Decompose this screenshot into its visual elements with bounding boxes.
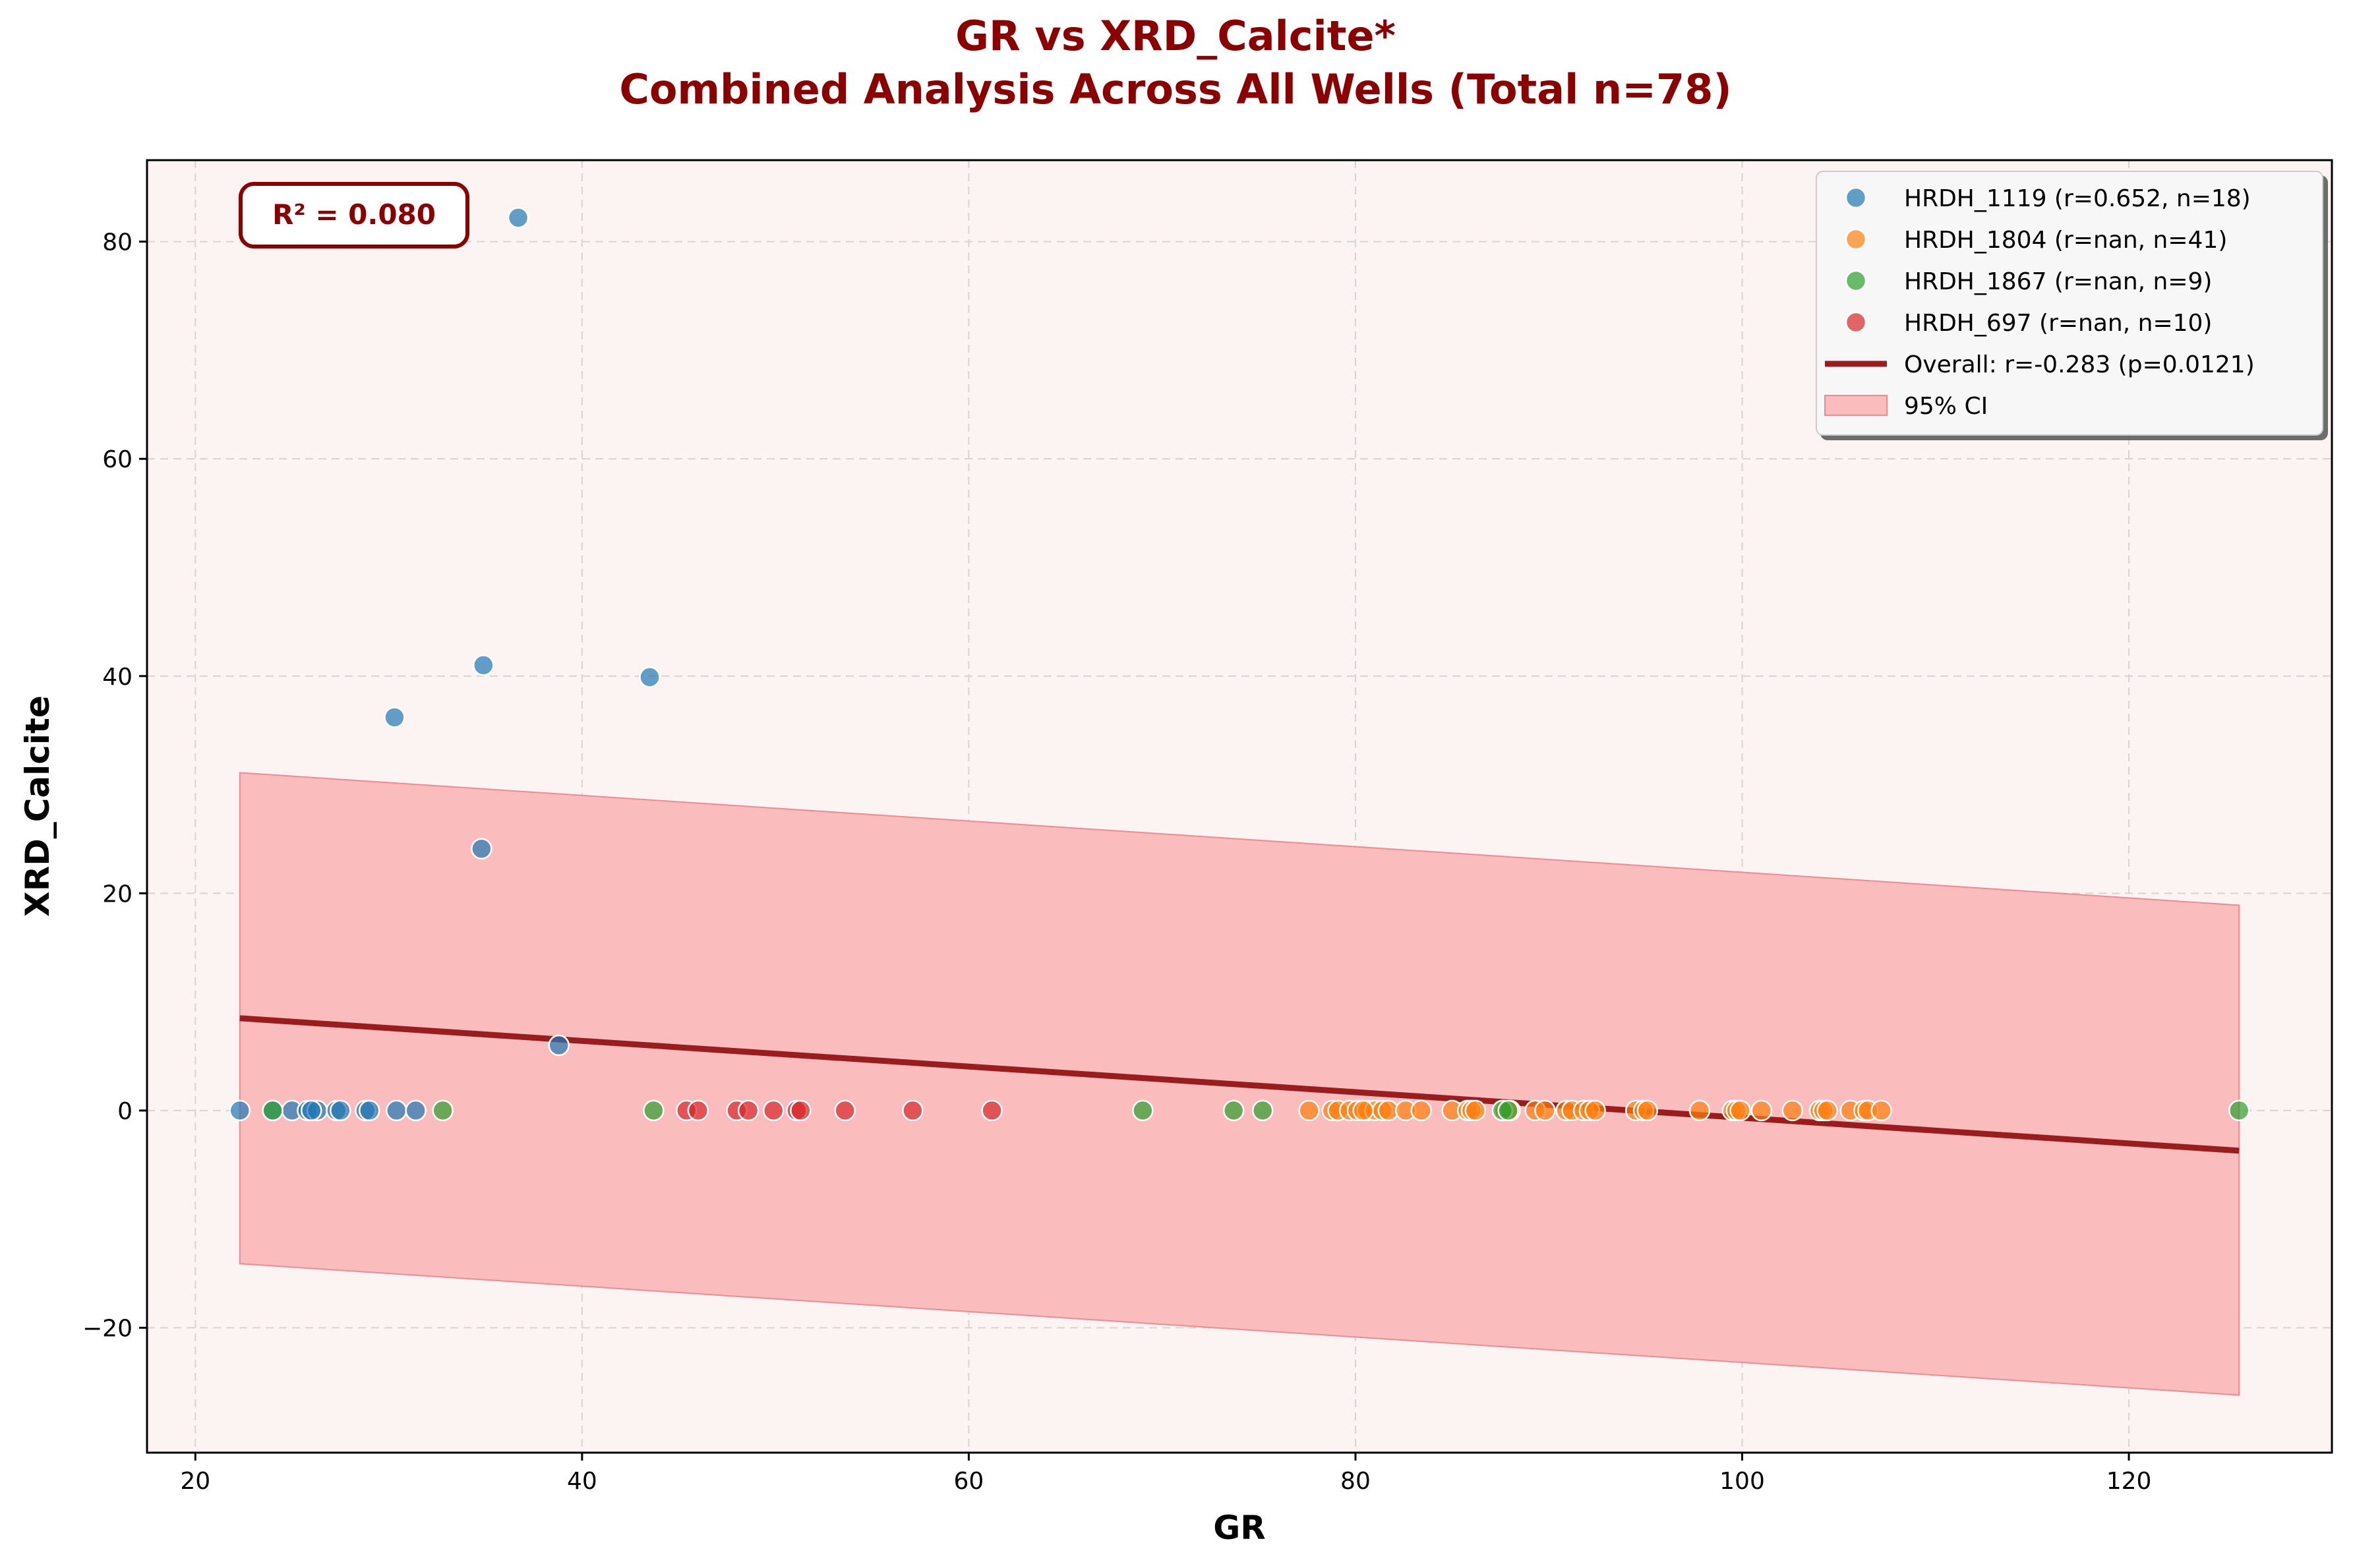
legend-label: 95% CI — [1904, 393, 1988, 420]
legend-box — [1816, 171, 2323, 436]
data-point — [1132, 1099, 1154, 1122]
data-point — [1870, 1099, 1892, 1122]
y-tick-label: 40 — [102, 664, 133, 691]
data-point — [386, 1099, 407, 1122]
regression-line — [239, 1015, 2240, 1154]
y-axis-label: XRD_Calcite — [18, 695, 57, 917]
data-point — [1222, 1099, 1245, 1122]
legend-marker — [1845, 187, 1867, 209]
plot-frame — [146, 159, 2333, 1454]
series-1 — [229, 207, 661, 1122]
x-tick-label: 40 — [567, 1468, 597, 1495]
r-squared-annotation: R² = 0.080 — [239, 182, 469, 248]
data-point — [1729, 1099, 1751, 1122]
y-tick-label: −20 — [82, 1315, 133, 1342]
data-point — [229, 1099, 251, 1122]
data-point — [790, 1099, 812, 1122]
series-2 — [1298, 1099, 1892, 1122]
chart-subtitle: Combined Analysis Across All Wells (Tota… — [619, 65, 1731, 113]
data-point — [1352, 1099, 1374, 1122]
legend-item: HRDH_697 (r=nan, n=10) — [1845, 310, 2212, 337]
data-point — [737, 1099, 760, 1122]
data-point — [432, 1099, 454, 1122]
legend-item: 95% CI — [1824, 393, 1988, 420]
data-point — [1636, 1099, 1659, 1122]
data-point — [262, 1099, 283, 1122]
data-point — [902, 1099, 924, 1122]
y-tick-label: 0 — [117, 1098, 133, 1125]
legend-label: HRDH_1804 (r=nan, n=41) — [1904, 227, 2227, 254]
data-point — [687, 1099, 709, 1122]
legend-label: HRDH_1867 (r=nan, n=9) — [1904, 268, 2212, 295]
chart-title: GR vs XRD_Calcite* — [955, 12, 1396, 60]
legend-item: HRDH_1119 (r=0.652, n=18) — [1845, 185, 2251, 212]
data-point — [471, 838, 492, 860]
data-point — [2228, 1099, 2250, 1122]
data-point — [405, 1099, 427, 1122]
data-point — [1251, 1099, 1274, 1122]
x-tick-label: 80 — [1340, 1468, 1371, 1495]
legend-item: HRDH_1867 (r=nan, n=9) — [1845, 268, 2212, 295]
data-point — [1464, 1099, 1487, 1122]
axis-ticks: 20 40 60 80 100 120 −20 0 20 40 60 80 — [82, 229, 2151, 1495]
y-tick-label: 60 — [102, 446, 133, 473]
legend-marker — [1845, 228, 1867, 250]
data-point — [762, 1099, 785, 1122]
data-point — [301, 1099, 322, 1122]
scatter-points — [229, 207, 2250, 1122]
legend-label: HRDH_697 (r=nan, n=10) — [1904, 310, 2212, 337]
data-point — [834, 1099, 856, 1122]
series-4 — [675, 1099, 1003, 1122]
x-tick-label: 100 — [1719, 1468, 1765, 1495]
y-tick-label: 20 — [102, 881, 133, 908]
legend-patch-marker — [1824, 395, 1888, 416]
legend: HRDH_1119 (r=0.652, n=18) HRDH_1804 (r=na… — [1816, 171, 2323, 436]
data-point — [1816, 1099, 1838, 1122]
legend-item: Overall: r=-0.283 (p=0.0121) — [1825, 351, 2255, 378]
data-point — [643, 1099, 665, 1122]
data-point — [359, 1099, 380, 1122]
r-squared-text: R² = 0.080 — [272, 198, 436, 231]
data-point — [548, 1034, 570, 1057]
data-point — [639, 666, 661, 688]
data-point — [1534, 1099, 1556, 1122]
legend-marker — [1845, 270, 1867, 292]
data-point — [1298, 1099, 1320, 1122]
data-point — [1781, 1099, 1804, 1122]
data-point — [330, 1099, 351, 1122]
x-tick-label: 120 — [2106, 1468, 2152, 1495]
x-axis-label: GR — [1213, 1509, 1266, 1547]
legend-label: Overall: r=-0.283 (p=0.0121) — [1904, 351, 2255, 378]
data-point — [981, 1099, 1003, 1122]
data-point — [507, 207, 529, 229]
data-point — [1497, 1099, 1519, 1122]
data-point — [1410, 1099, 1432, 1122]
data-point — [473, 654, 494, 676]
y-tick-label: 80 — [102, 229, 133, 256]
data-point — [1688, 1099, 1711, 1122]
x-tick-label: 60 — [954, 1468, 984, 1495]
legend-label: HRDH_1119 (r=0.652, n=18) — [1904, 185, 2251, 212]
x-tick-label: 20 — [180, 1468, 210, 1495]
data-point — [384, 707, 405, 728]
legend-item: HRDH_1804 (r=nan, n=41) — [1845, 227, 2227, 254]
series-3 — [262, 1099, 2250, 1122]
legend-marker — [1845, 311, 1867, 334]
data-point — [1584, 1099, 1606, 1122]
data-point — [1750, 1099, 1773, 1122]
